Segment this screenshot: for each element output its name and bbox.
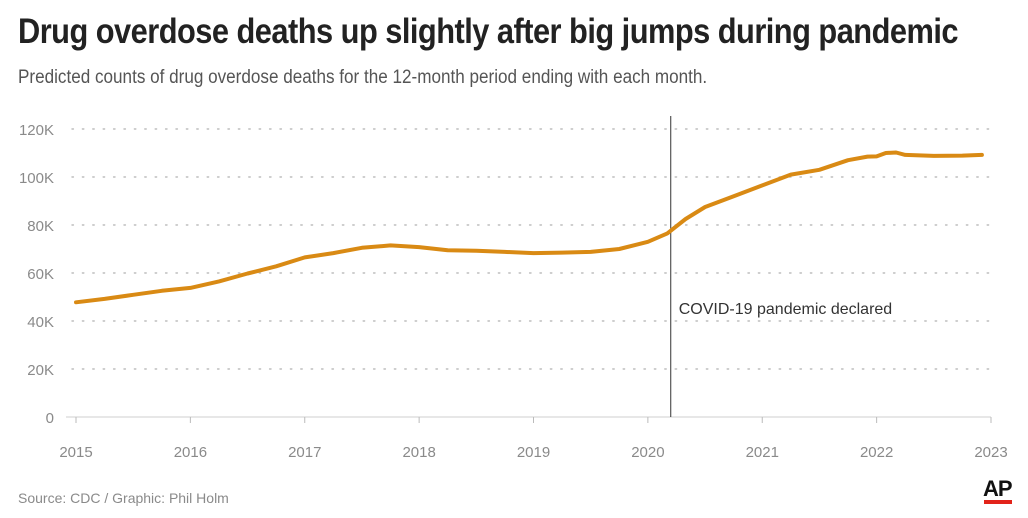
y-tick-label: 40K <box>27 314 54 331</box>
x-tick-label: 2019 <box>517 444 550 461</box>
overdose-deaths-line <box>74 150 984 305</box>
y-tick-label: 80K <box>27 218 54 235</box>
y-tick-label: 120K <box>19 122 54 139</box>
ap-logo: AP <box>983 476 1013 501</box>
source-credit: Source: CDC / Graphic: Phil Holm <box>18 490 229 506</box>
y-tick-label: 100K <box>19 170 54 187</box>
x-tick-label: 2023 <box>974 444 1007 461</box>
x-tick-label: 2016 <box>174 444 207 461</box>
y-tick-label: 20K <box>27 362 54 379</box>
x-tick-label: 2015 <box>59 444 92 461</box>
y-tick-label: 60K <box>27 266 54 283</box>
ap-logo-bar <box>984 500 1012 504</box>
x-tick-label: 2022 <box>860 444 893 461</box>
pandemic-annotation: COVID-19 pandemic declared <box>679 301 892 318</box>
x-tick-label: 2017 <box>288 444 321 461</box>
y-tick-label: 0 <box>46 410 54 427</box>
x-tick-label: 2018 <box>402 444 435 461</box>
x-tick-label: 2020 <box>631 444 664 461</box>
x-tick-label: 2021 <box>746 444 779 461</box>
chart-title: Drug overdose deaths up slightly after b… <box>18 12 958 51</box>
chart-subtitle: Predicted counts of drug overdose deaths… <box>18 67 708 88</box>
